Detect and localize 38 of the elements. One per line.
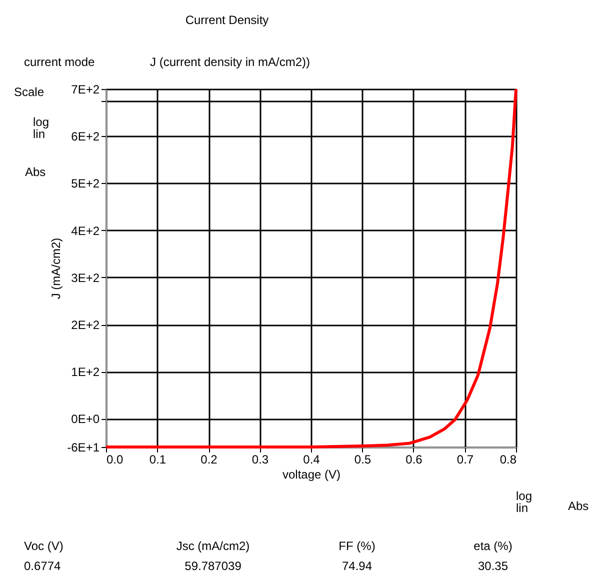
- text: lin: [516, 501, 528, 515]
- text: log: [33, 115, 50, 129]
- text: 30.35: [478, 559, 508, 573]
- y-tick-label: 0E+0: [71, 412, 100, 426]
- text: J (current density in mA/cm2)): [150, 55, 310, 69]
- text: Jsc (mA/cm2): [176, 539, 250, 553]
- text: 74.94: [342, 559, 372, 573]
- y-axis-title: J (mA/cm2): [49, 238, 64, 300]
- x-tick-label: 0.0: [106, 452, 124, 466]
- y-tick-label: 3E+2: [71, 270, 100, 285]
- text: 0.6774: [24, 559, 62, 573]
- y-tick-label: -6E+1: [67, 440, 100, 454]
- y-tick-label: 5E+2: [71, 176, 100, 191]
- y-tick-label: 2E+2: [71, 318, 100, 332]
- text: lin: [33, 127, 46, 141]
- x-tick-label: 0.5: [354, 452, 372, 466]
- y-tick-label: 7E+2: [71, 82, 100, 96]
- text: Abs: [568, 499, 589, 513]
- y-tick-label: 6E+2: [71, 130, 100, 144]
- x-tick-label: 0.3: [252, 452, 269, 466]
- y-tick-label: 1E+2: [71, 365, 100, 380]
- x-tick-label: 0.7: [456, 452, 474, 466]
- x-tick-label: 0.1: [149, 452, 166, 466]
- x-tick-label: 0.8: [500, 452, 517, 466]
- text: log: [516, 489, 532, 503]
- text: Abs: [25, 165, 46, 179]
- x-tick-label: 0.6: [406, 452, 423, 466]
- y-tick-label: 4E+2: [71, 224, 100, 238]
- text: Scale: [14, 85, 44, 99]
- x-tick-label: 0.4: [303, 452, 320, 466]
- x-axis-title: voltage (V): [282, 468, 341, 482]
- x-tick-label: 0.2: [200, 452, 218, 466]
- text: 59.787039: [184, 559, 242, 573]
- text: Voc (V): [24, 539, 64, 553]
- text: eta (%): [474, 539, 512, 553]
- chart-title: Current Density: [185, 13, 269, 27]
- text: current mode: [24, 55, 96, 69]
- text: FF (%): [338, 539, 376, 553]
